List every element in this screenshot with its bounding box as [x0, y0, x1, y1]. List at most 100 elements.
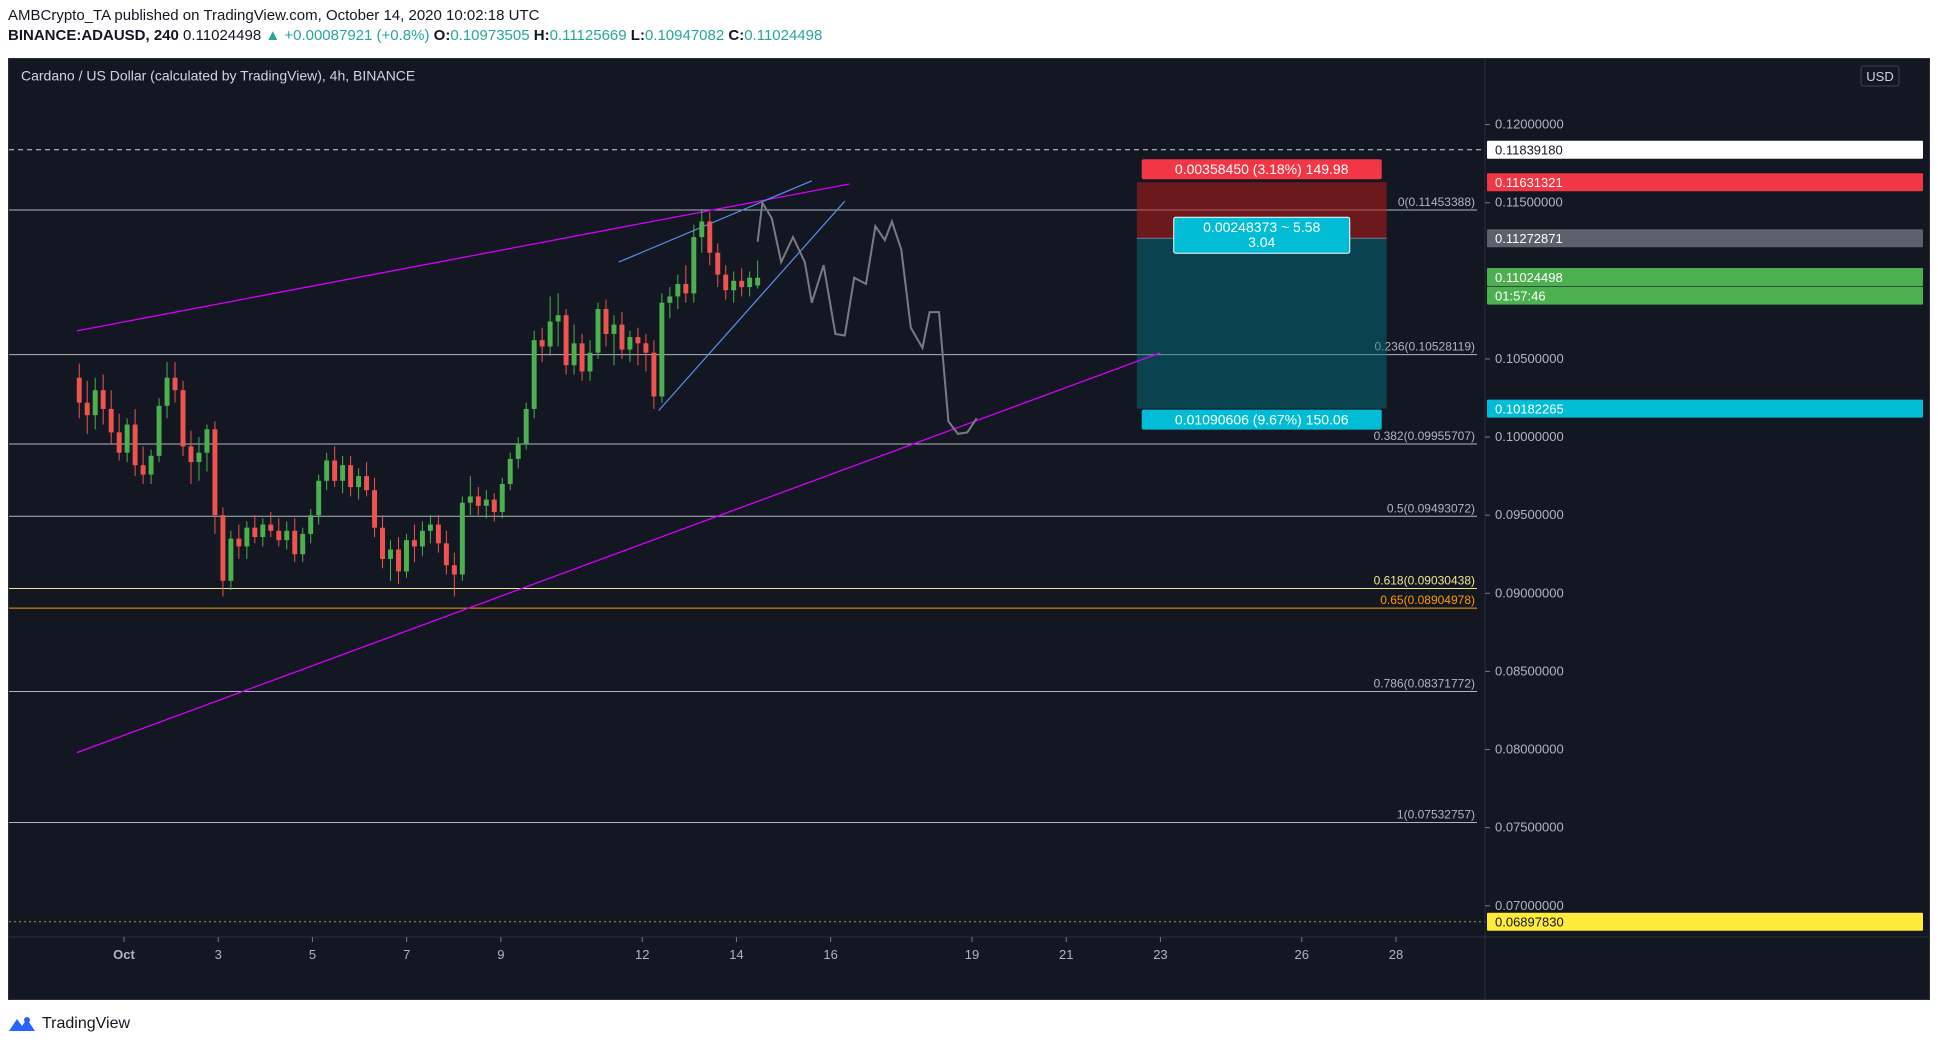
price-label-box — [1487, 912, 1923, 931]
price-tick-label: 0.12000000 — [1495, 117, 1564, 132]
candle-body — [699, 221, 705, 238]
candle-body — [619, 324, 625, 350]
take-profit-zone[interactable] — [1136, 238, 1387, 409]
candle-body — [76, 377, 82, 403]
trendlines[interactable] — [76, 180, 1161, 754]
candle-body — [204, 429, 210, 453]
price-tick-label: 0.08500000 — [1495, 663, 1564, 678]
symbol-label: BINANCE:ADAUSD, 240 — [8, 27, 179, 44]
time-tick-label: 5 — [309, 947, 316, 962]
candle-body — [260, 524, 266, 538]
candle-body — [340, 465, 346, 481]
high-label: H: — [533, 27, 550, 44]
candle-body — [499, 483, 505, 513]
candle-body — [603, 308, 609, 334]
candle-body — [579, 343, 585, 372]
lower-channel-line[interactable] — [76, 352, 1161, 754]
candle-body — [100, 390, 106, 409]
price-label-box — [1487, 173, 1923, 192]
currency-button[interactable]: USD — [1860, 65, 1900, 87]
price-tick-label: 0.09500000 — [1495, 507, 1564, 522]
fib-level-label: 0.65(0.08904978) — [1380, 593, 1475, 607]
position-mid-label-box — [1173, 216, 1351, 254]
candle-body — [747, 277, 753, 288]
candle-body — [443, 543, 449, 566]
wedge-lower-line[interactable] — [658, 200, 846, 411]
price-change: ▲ +0.00087921 (+0.8%) — [265, 27, 430, 44]
fib-level-label: 1(0.07532757) — [1397, 808, 1475, 822]
price-tick-label: 0.10500000 — [1495, 351, 1564, 366]
brand-name[interactable]: TradingView — [42, 1015, 131, 1032]
candle-body — [332, 460, 338, 481]
price-tick-label: 0.11500000 — [1495, 195, 1563, 210]
candle-body — [755, 277, 761, 286]
candle-body — [635, 337, 641, 344]
price-tick-label: 0.08000000 — [1495, 742, 1564, 757]
candle-body — [523, 408, 529, 444]
time-tick-label: 21 — [1059, 947, 1073, 962]
candle-body — [715, 252, 721, 275]
fib-level-label: 0.786(0.08371772) — [1374, 676, 1475, 690]
price-label-box — [1487, 268, 1923, 287]
candle-body — [164, 377, 170, 406]
candle-body — [435, 524, 441, 544]
position-stop-label: 0.00358450 (3.18%) 149.98 — [1175, 161, 1349, 177]
candle-body — [531, 340, 537, 409]
last-price: 0.11024498 — [183, 27, 262, 44]
time-tick-label: 3 — [215, 947, 222, 962]
price-axis[interactable]: 0.12000000 0.11500000 0.10500000 0.10000000… — [1484, 59, 1923, 999]
price-tick-label: 0.07000000 — [1495, 898, 1564, 913]
fib-level-label: 0(0.11453388) — [1398, 195, 1475, 209]
candle-body — [723, 274, 729, 291]
candle-body — [427, 524, 433, 531]
price-label-text: 01:57:46 — [1495, 289, 1546, 304]
candle-body — [419, 530, 425, 547]
wedge-upper-line[interactable] — [618, 180, 813, 263]
price-label-text: 0.11631321 — [1495, 175, 1563, 190]
short-position-tool[interactable] — [1136, 182, 1387, 409]
time-tick-label: 14 — [729, 947, 743, 962]
candle-body — [268, 524, 274, 531]
fib-level-label: 0.382(0.09955707) — [1374, 429, 1475, 443]
candle-body — [212, 429, 218, 516]
price-label-box — [1487, 229, 1923, 248]
candle-body — [284, 530, 290, 541]
candle-body — [180, 390, 186, 447]
candle-body — [388, 549, 393, 559]
chart-frame[interactable]: 0(0.11453388) 0.236(0.10528119) 0.382(0.09… — [8, 58, 1930, 1000]
time-tick-label: 16 — [823, 947, 837, 962]
price-label-text: 0.06897830 — [1495, 915, 1564, 930]
position-mid-label: 3.04 — [1248, 234, 1275, 250]
candle-body — [228, 538, 234, 581]
candle-body — [643, 343, 649, 353]
fib-retracement[interactable]: 0(0.11453388) 0.236(0.10528119) 0.382(0.09… — [9, 195, 1477, 824]
candle-body — [555, 315, 561, 322]
fib-level-label: 0.618(0.09030438) — [1374, 574, 1475, 588]
price-tick-label: 0.10000000 — [1495, 429, 1564, 444]
currency-label[interactable]: USD — [1866, 69, 1893, 84]
candle-body — [252, 527, 258, 538]
position-labels: 0.00358450 (3.18%) 149.98 0.00248373 ~ 5.… — [1141, 159, 1382, 430]
candle-body — [547, 321, 553, 347]
time-axis[interactable]: Oct 3 5 7 9 12 14 16 19 21 23 26 28 — [9, 936, 1929, 962]
position-target-label-box — [1141, 409, 1382, 430]
chart-canvas[interactable]: 0(0.11453388) 0.236(0.10528119) 0.382(0.09… — [9, 59, 1929, 999]
candle-body — [411, 540, 417, 547]
candle-body — [308, 515, 314, 534]
candle-body — [627, 337, 633, 350]
projection-line[interactable] — [756, 199, 978, 435]
candle-body — [300, 533, 306, 555]
candle-body — [691, 237, 697, 294]
candlestick-series — [76, 208, 761, 597]
candle-body — [507, 458, 513, 484]
grid-layer — [9, 149, 1485, 923]
candle-body — [124, 424, 130, 453]
candle-body — [571, 343, 577, 366]
time-tick-label: 9 — [497, 947, 504, 962]
close-label: C: — [728, 27, 745, 44]
position-mid-label: 0.00248373 ~ 5.58 — [1203, 219, 1320, 235]
position-stop-label-box — [1141, 159, 1382, 180]
upper-channel-line[interactable] — [76, 183, 850, 332]
projection-path[interactable] — [756, 199, 978, 435]
tradingview-logo-icon[interactable] — [8, 1015, 36, 1033]
